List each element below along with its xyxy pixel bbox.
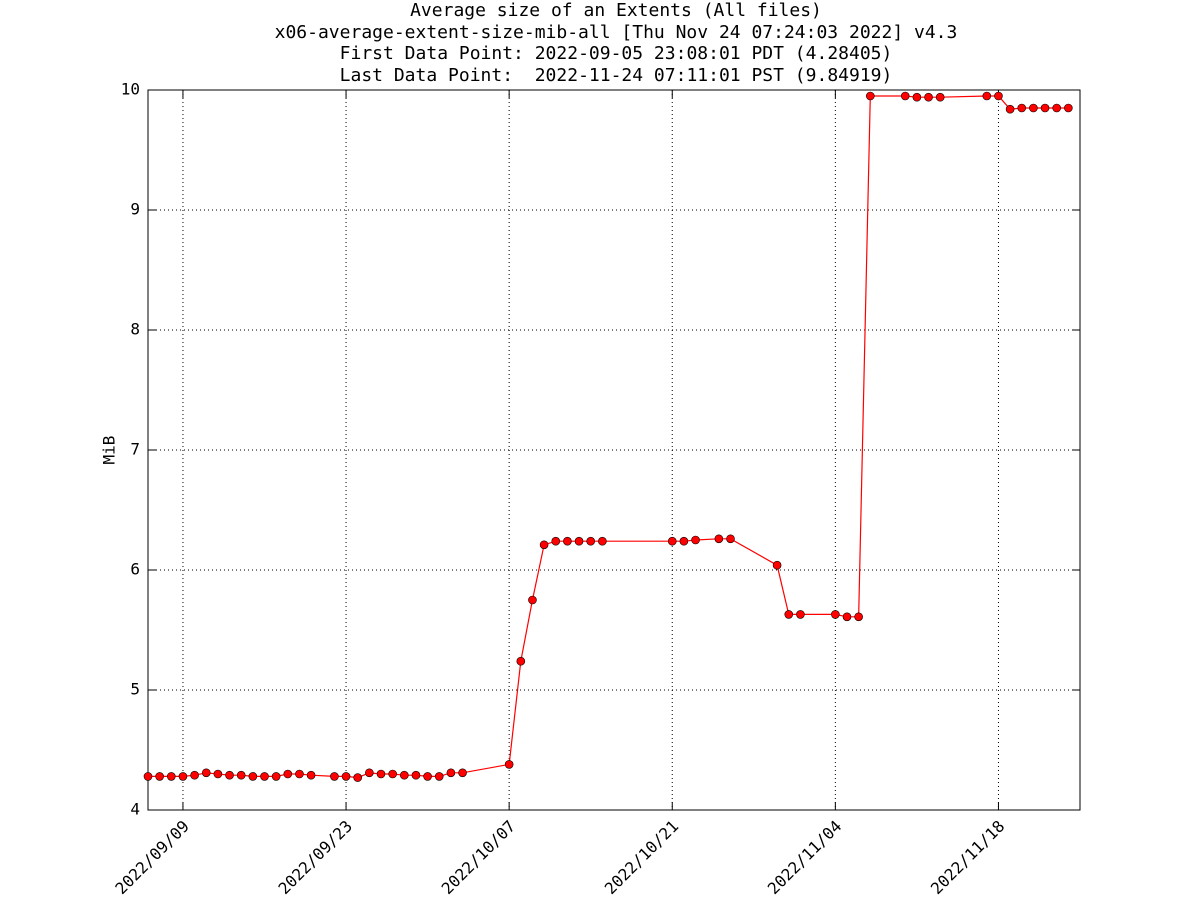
data-point	[365, 768, 374, 778]
data-point	[982, 91, 992, 101]
data-point	[679, 536, 689, 546]
data-point	[994, 91, 1003, 101]
data-point	[167, 772, 176, 781]
data-point	[900, 91, 910, 101]
data-point	[399, 770, 409, 780]
data-point	[563, 536, 572, 546]
data-point	[772, 560, 782, 570]
data-point	[574, 536, 584, 546]
data-point	[714, 534, 724, 544]
data-point	[213, 769, 223, 779]
data-point	[411, 770, 421, 780]
data-point	[865, 91, 875, 101]
data-point	[504, 760, 514, 769]
data-point	[353, 773, 363, 782]
data-point	[236, 770, 246, 780]
data-point	[691, 535, 700, 545]
chart-subtitle: x06-average-extent-size-mib-all [Thu Nov…	[275, 22, 958, 43]
data-point	[178, 772, 188, 781]
y-tick-label: 7	[130, 440, 140, 459]
data-point	[667, 536, 677, 546]
data-point	[376, 769, 386, 779]
data-point	[225, 770, 234, 780]
plot-frame	[147, 89, 1081, 811]
data-point	[831, 610, 840, 619]
y-tick-label: 9	[130, 200, 140, 219]
data-point	[551, 536, 561, 546]
y-axis-label: MiB	[100, 436, 119, 465]
data-point	[446, 768, 456, 778]
data-point	[330, 772, 339, 781]
data-point	[306, 770, 316, 780]
data-point	[283, 769, 293, 779]
data-point	[260, 772, 269, 781]
data-point	[726, 534, 735, 544]
data-point	[516, 656, 526, 666]
data-point	[1005, 104, 1015, 114]
data-point	[924, 92, 933, 102]
data-point	[155, 772, 164, 781]
chart-subtitle: Last Data Point: 2022-11-24 07:11:01 PST…	[340, 65, 893, 86]
data-point	[528, 595, 537, 605]
data-point	[295, 769, 304, 779]
data-point	[1029, 103, 1038, 113]
data-point	[935, 92, 945, 102]
data-point	[586, 536, 596, 546]
chart-subtitle: First Data Point: 2022-09-05 23:08:01 PD…	[340, 43, 893, 64]
data-point	[458, 768, 467, 778]
data-point	[434, 772, 444, 781]
data-point	[201, 768, 211, 778]
data-point	[1064, 103, 1073, 113]
y-tick-label: 8	[130, 320, 140, 339]
data-point	[784, 610, 794, 619]
data-point	[842, 612, 852, 622]
data-point	[271, 772, 281, 781]
y-tick-label: 5	[130, 680, 140, 699]
data-point	[423, 772, 432, 781]
data-point	[854, 612, 863, 622]
y-tick-label: 6	[130, 560, 140, 579]
data-point	[598, 536, 607, 546]
y-tick-label: 4	[130, 800, 140, 819]
data-point	[248, 772, 258, 781]
data-point	[190, 770, 199, 780]
data-point	[388, 769, 397, 779]
data-point	[912, 92, 922, 102]
chart-title: Average size of an Extents (All files)	[410, 0, 822, 21]
data-point	[1052, 103, 1061, 113]
data-point	[341, 772, 351, 781]
y-tick-label: 10	[121, 80, 140, 99]
data-point	[539, 540, 549, 550]
data-point	[1040, 103, 1050, 113]
data-point	[1017, 103, 1027, 113]
data-point	[143, 772, 153, 781]
data-point	[796, 610, 805, 619]
